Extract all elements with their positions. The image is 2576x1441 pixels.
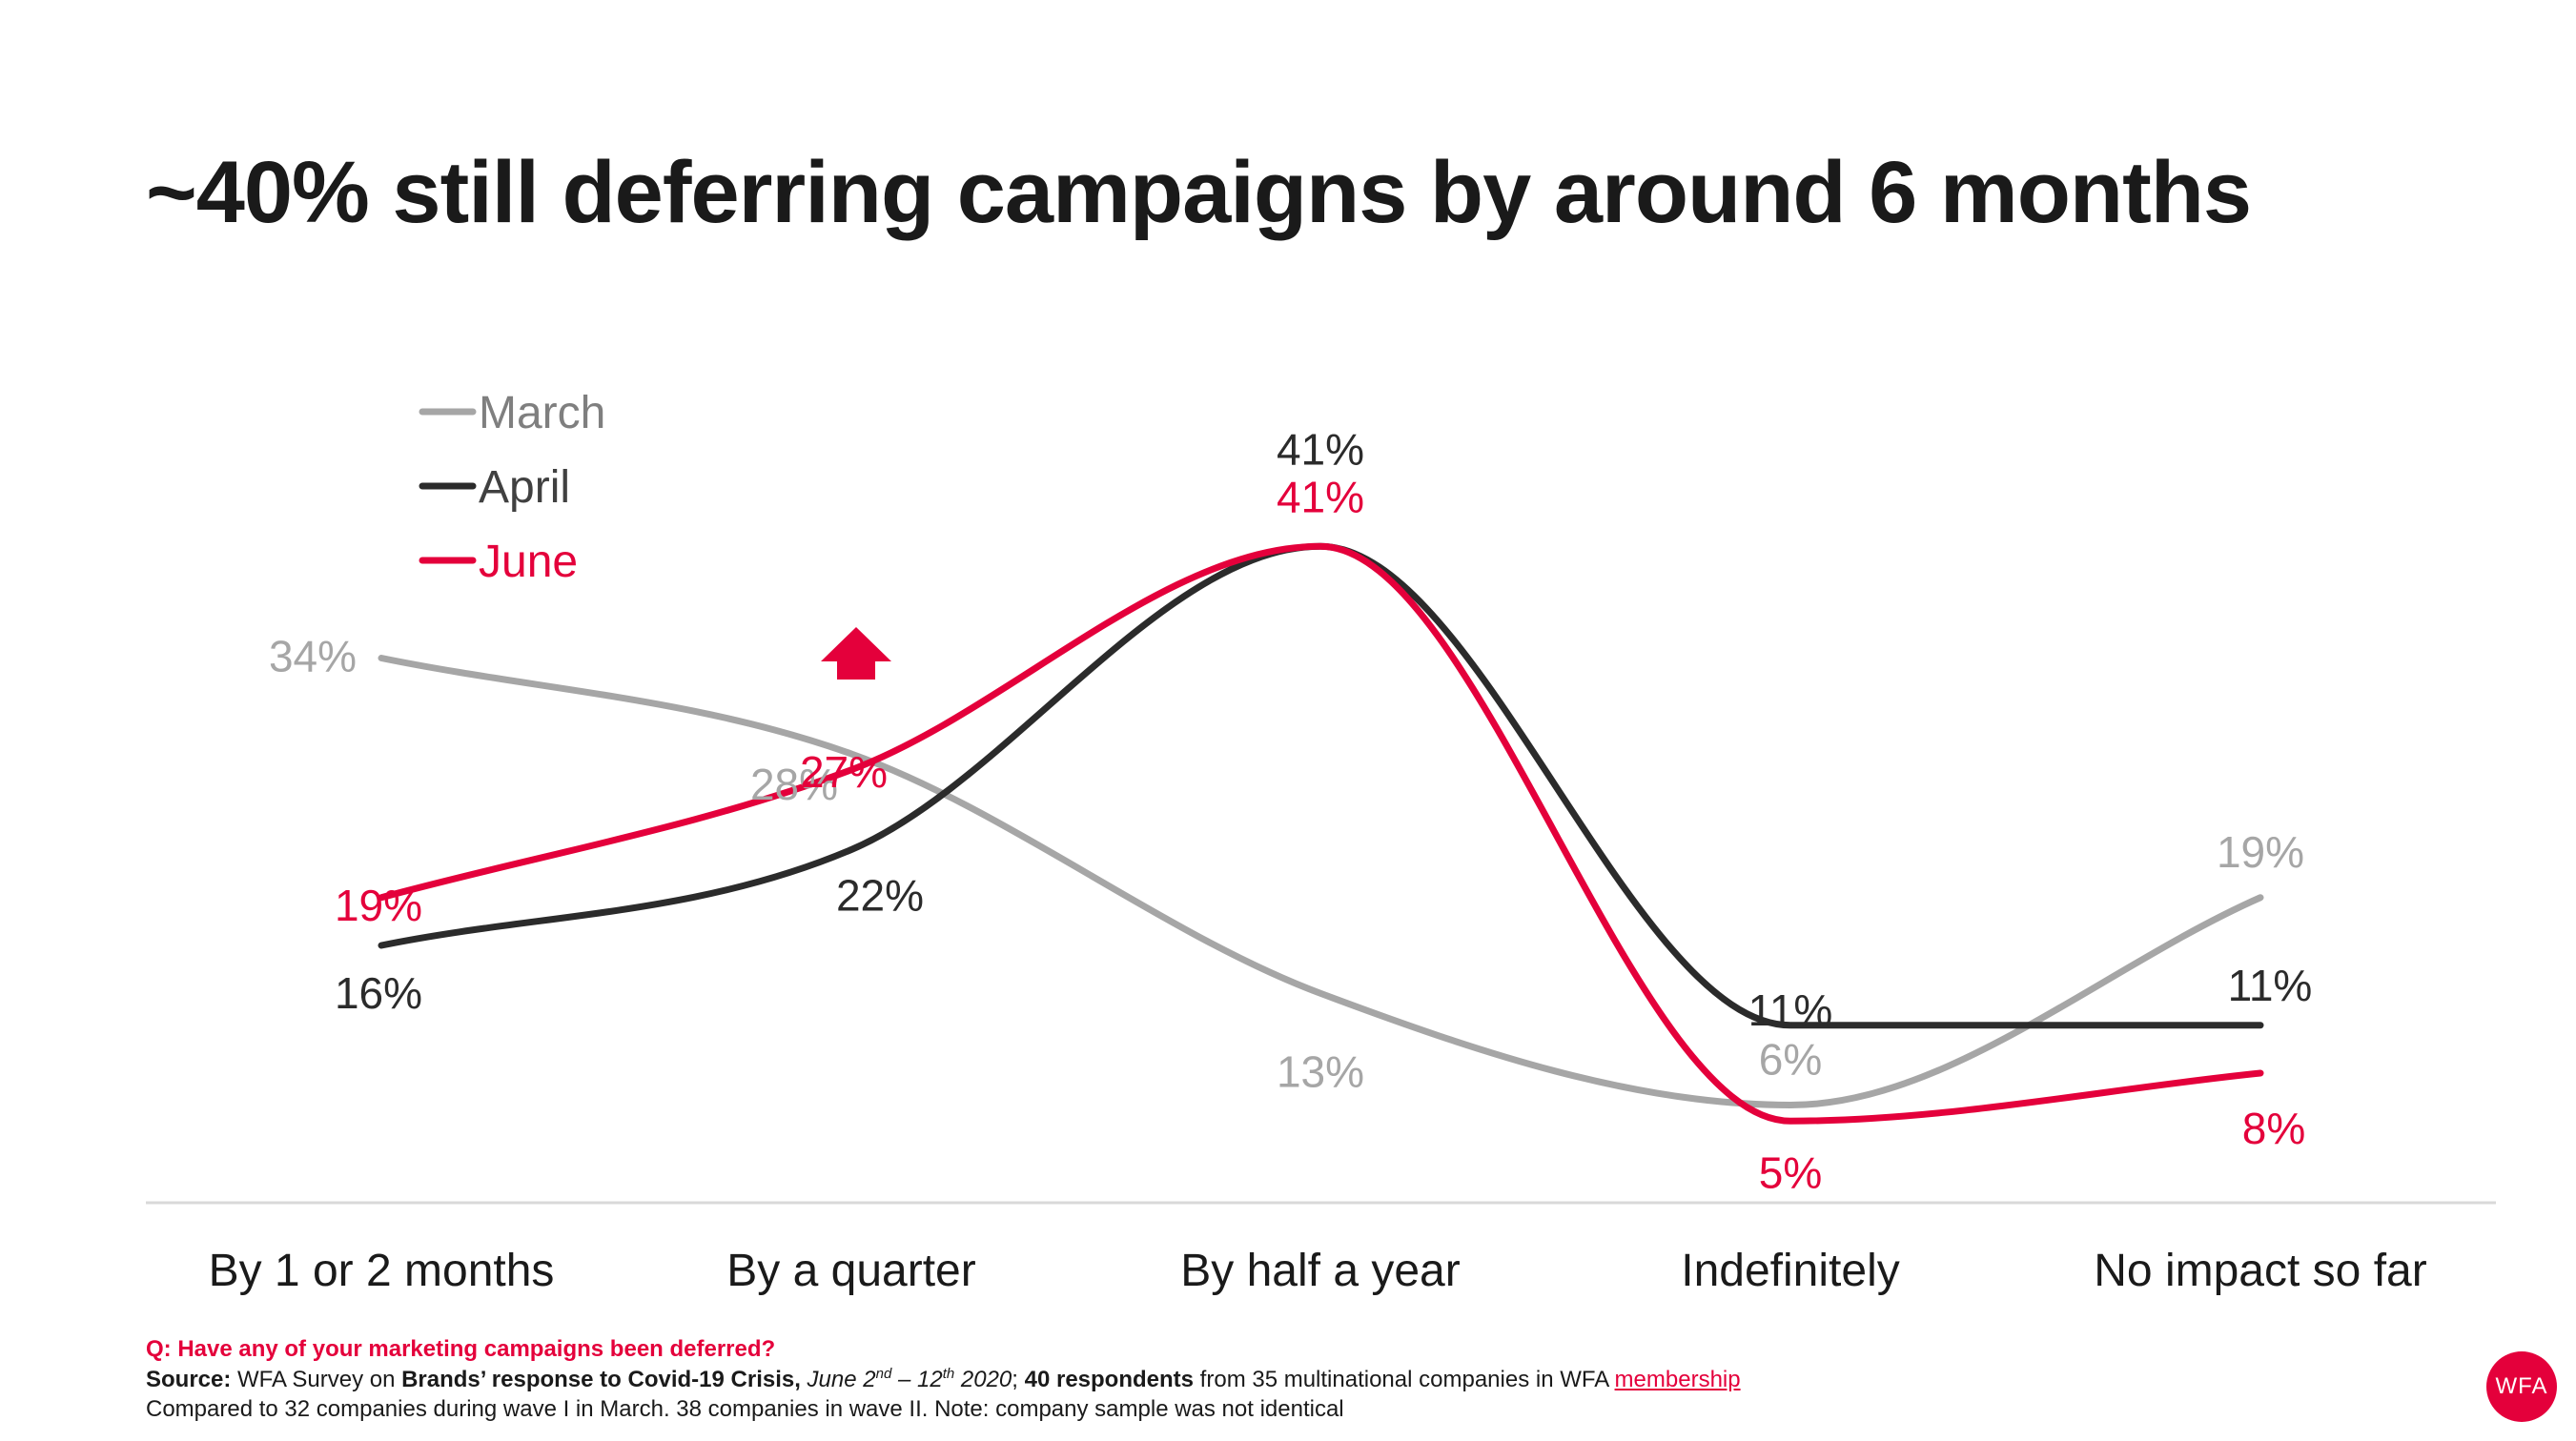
- category-label: By a quarter: [726, 1246, 975, 1296]
- page-title: ~40% still deferring campaigns by around…: [146, 144, 2252, 241]
- value-label-april-2: 41%: [1277, 424, 1364, 474]
- value-label-march-2: 13%: [1277, 1046, 1364, 1096]
- series-line-march: [378, 655, 2264, 1109]
- comparison-note: Compared to 32 companies during wave I i…: [146, 1396, 1344, 1422]
- category-label: Indefinitely: [1681, 1246, 1899, 1296]
- line-chart: March April June 34% 28% 13% 6% 19% 16% 22% 41% 11…: [146, 388, 2496, 1296]
- value-label-march-1: 28%: [750, 760, 838, 809]
- value-label-march-0: 34%: [269, 632, 357, 681]
- series-line-april: [378, 542, 2264, 1029]
- value-label-april-4: 11%: [2228, 961, 2313, 1010]
- up-arrow-icon: [821, 627, 891, 680]
- value-label-march-3: 6%: [1759, 1035, 1822, 1085]
- value-label-march-4: 19%: [2217, 827, 2304, 877]
- series-lines: [378, 542, 2264, 1125]
- value-label-june-0: 19%: [335, 881, 422, 930]
- wfa-logo: WFA: [2486, 1351, 2557, 1422]
- value-label-april-3: 11%: [1748, 985, 1833, 1035]
- category-labels: By 1 or 2 months By a quarter By half a ye…: [209, 1246, 2427, 1296]
- value-labels: 34% 28% 13% 6% 19% 16% 22% 41% 11% 11% 19% 27% 41% 5%…: [269, 424, 2312, 1197]
- source-note: Source: WFA Survey on Brands’ response t…: [146, 1366, 1741, 1392]
- value-label-june-2: 41%: [1277, 472, 1364, 521]
- legend-label-april: April: [479, 462, 570, 513]
- legend-label-march: March: [479, 388, 605, 438]
- legend-label-june: June: [479, 537, 578, 587]
- category-label: No impact so far: [2094, 1246, 2426, 1296]
- legend: March April June: [419, 388, 605, 587]
- value-label-april-0: 16%: [335, 968, 422, 1018]
- value-label-june-4: 8%: [2242, 1104, 2305, 1153]
- series-line-june: [378, 542, 2264, 1125]
- value-label-april-1: 22%: [836, 871, 924, 921]
- membership-link[interactable]: membership: [1614, 1367, 1741, 1392]
- value-label-june-3: 5%: [1759, 1147, 1822, 1197]
- value-label-june-1: 27%: [800, 747, 888, 797]
- category-label: By 1 or 2 months: [209, 1246, 555, 1296]
- survey-question: Q: Have any of your marketing campaigns …: [146, 1336, 776, 1362]
- category-label: By half a year: [1180, 1246, 1461, 1296]
